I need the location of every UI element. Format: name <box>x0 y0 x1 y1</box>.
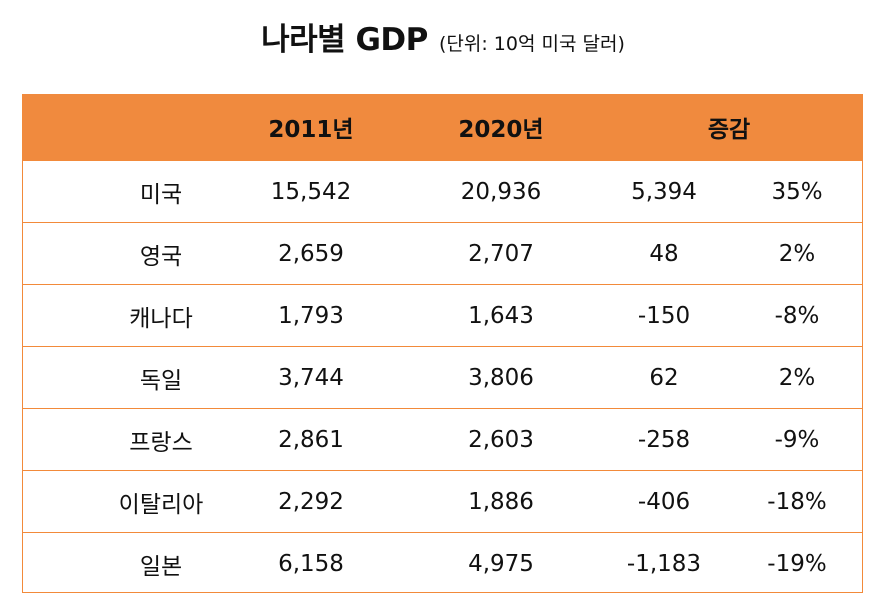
table-row: 캐나다 1,793 1,643 -150 -8% <box>23 284 862 346</box>
value-2020-cell: 2,707 <box>468 240 534 267</box>
title-main: 나라별 GDP <box>261 22 428 58</box>
table-row: 미국 15,542 20,936 5,394 35% <box>23 160 862 222</box>
header-2020: 2020년 <box>458 117 544 143</box>
change-pct-cell: 35% <box>771 178 823 205</box>
change-cell: 5,394 <box>631 178 697 205</box>
title-unit: (단위: 10억 미국 달러) <box>438 33 625 55</box>
gdp-table: 2011년 2020년 증감 미국 15,542 20,936 5,394 35… <box>22 94 863 593</box>
change-pct-cell: -19% <box>767 550 827 577</box>
value-2011-cell: 2,861 <box>278 426 344 453</box>
value-2011-cell: 6,158 <box>278 550 344 577</box>
value-2020-cell: 2,603 <box>468 426 534 453</box>
value-2011-cell: 1,793 <box>278 302 344 329</box>
header-change: 증감 <box>707 117 751 143</box>
value-2020-cell: 20,936 <box>460 178 542 205</box>
country-cell: 독일 <box>139 367 183 394</box>
change-pct-cell: -18% <box>767 488 827 515</box>
header-2011: 2011년 <box>268 117 354 143</box>
change-pct-cell: 2% <box>778 364 816 391</box>
table-row: 이탈리아 2,292 1,886 -406 -18% <box>23 470 862 532</box>
table-row: 독일 3,744 3,806 62 2% <box>23 346 862 408</box>
value-2020-cell: 3,806 <box>468 364 534 391</box>
country-cell: 프랑스 <box>129 429 193 456</box>
change-cell: -406 <box>637 488 691 515</box>
chart-title: 나라별 GDP (단위: 10억 미국 달러) <box>0 14 886 59</box>
change-cell: 62 <box>649 364 679 391</box>
change-pct-cell: 2% <box>778 240 816 267</box>
country-cell: 이탈리아 <box>118 491 204 518</box>
change-cell: -258 <box>637 426 691 453</box>
change-cell: 48 <box>649 240 679 267</box>
change-cell: -150 <box>637 302 691 329</box>
table-header: 2011년 2020년 증감 <box>23 94 862 160</box>
table-row: 영국 2,659 2,707 48 2% <box>23 222 862 284</box>
table-row: 일본 6,158 4,975 -1,183 -19% <box>23 532 862 594</box>
value-2020-cell: 1,886 <box>468 488 534 515</box>
country-cell: 미국 <box>139 181 183 208</box>
value-2011-cell: 2,292 <box>278 488 344 515</box>
country-cell: 영국 <box>139 243 183 270</box>
country-cell: 캐나다 <box>129 305 193 332</box>
value-2020-cell: 4,975 <box>468 550 534 577</box>
value-2011-cell: 2,659 <box>278 240 344 267</box>
table-row: 프랑스 2,861 2,603 -258 -9% <box>23 408 862 470</box>
value-2020-cell: 1,643 <box>468 302 534 329</box>
country-cell: 일본 <box>139 553 183 580</box>
value-2011-cell: 3,744 <box>278 364 344 391</box>
change-pct-cell: -8% <box>774 302 820 329</box>
value-2011-cell: 15,542 <box>270 178 352 205</box>
change-pct-cell: -9% <box>774 426 820 453</box>
change-cell: -1,183 <box>626 550 702 577</box>
